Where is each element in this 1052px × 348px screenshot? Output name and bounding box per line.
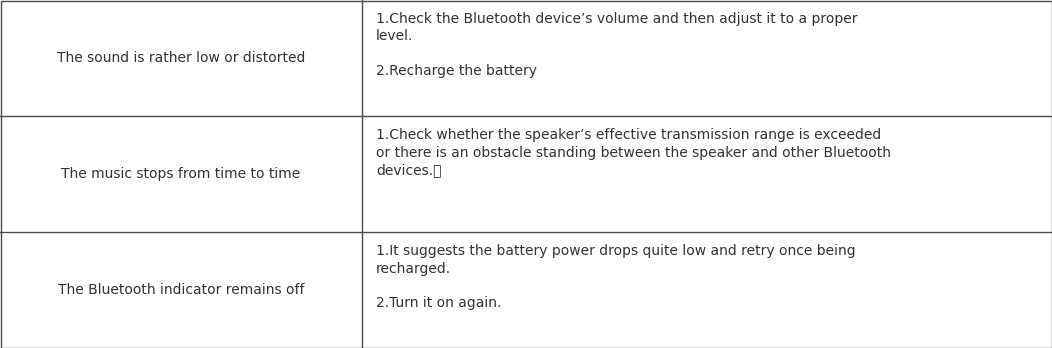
Text: 2.Recharge the battery: 2.Recharge the battery [376,64,537,79]
Text: level.: level. [376,30,413,44]
Text: or there is an obstacle standing between the speaker and other Bluetooth: or there is an obstacle standing between… [376,145,891,159]
Text: 2.Turn it on again.: 2.Turn it on again. [376,296,502,310]
Text: The music stops from time to time: The music stops from time to time [61,167,301,181]
Text: 1.It suggests the battery power drops quite low and retry once being: 1.It suggests the battery power drops qu… [376,244,855,258]
Text: devices.。: devices.。 [376,163,442,177]
Text: The sound is rather low or distorted: The sound is rather low or distorted [57,51,305,65]
Text: 1.Check the Bluetooth device’s volume and then adjust it to a proper: 1.Check the Bluetooth device’s volume an… [376,12,857,26]
Text: 1.Check whether the speaker’s effective transmission range is exceeded: 1.Check whether the speaker’s effective … [376,128,882,142]
Text: recharged.: recharged. [376,261,451,276]
Text: The Bluetooth indicator remains off: The Bluetooth indicator remains off [58,283,304,297]
